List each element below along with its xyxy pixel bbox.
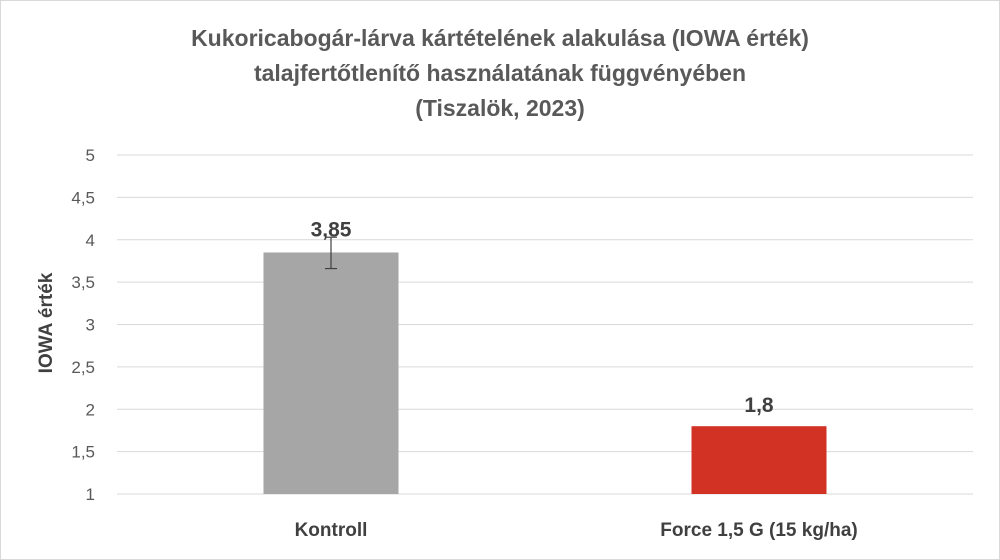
y-tick-label: 3 — [86, 316, 95, 335]
y-tick-label: 5 — [86, 146, 95, 165]
x-category-label: Force 1,5 G (15 kg/ha) — [660, 520, 857, 541]
y-axis-label: IOWA érték — [36, 272, 57, 373]
y-tick-label: 3,5 — [71, 273, 95, 292]
y-axis-ticks: 1 1,5 2 2,5 3 3,5 4 4,5 5 — [71, 146, 95, 504]
bars — [263, 252, 827, 494]
gridlines — [117, 154, 973, 495]
data-labels: 3,85 1,8 — [311, 218, 774, 417]
error-bars — [325, 236, 337, 270]
y-tick-label: 2 — [86, 400, 95, 419]
data-label: 1,8 — [744, 394, 774, 417]
bar — [691, 426, 827, 494]
y-tick-label: 1,5 — [71, 443, 95, 462]
data-label: 3,85 — [311, 218, 352, 241]
chart-title-line-3: (Tiszalök, 2023) — [415, 95, 585, 121]
bar — [263, 252, 399, 494]
y-tick-label: 1 — [86, 485, 95, 504]
y-tick-label: 2,5 — [71, 358, 95, 377]
chart-title-line-2: talajfertőtlenítő használatának függvény… — [253, 60, 747, 86]
y-tick-label: 4 — [86, 231, 95, 250]
x-axis-categories: Kontroll Force 1,5 G (15 kg/ha) — [295, 520, 858, 541]
chart-title-line-1: Kukoricabogár-lárva kártételének alakulá… — [191, 25, 809, 51]
y-tick-label: 4,5 — [71, 188, 95, 207]
x-category-label: Kontroll — [295, 520, 368, 541]
